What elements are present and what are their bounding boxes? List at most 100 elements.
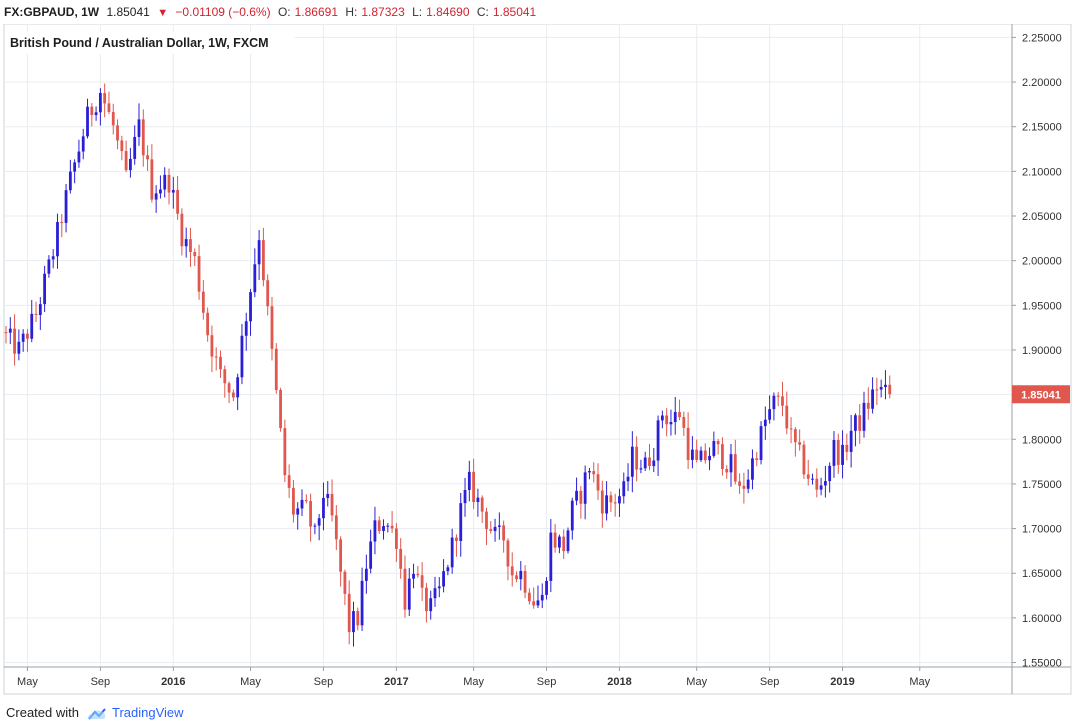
candle-body <box>343 571 347 594</box>
candle-body <box>862 402 866 431</box>
candle-body <box>270 306 274 349</box>
candle-body <box>635 446 639 470</box>
y-tick-label: 2.15000 <box>1022 122 1062 134</box>
candle-body <box>73 162 77 172</box>
y-tick-label: 2.05000 <box>1022 211 1062 223</box>
candle-body <box>536 600 540 606</box>
candle-body <box>746 479 750 489</box>
candle-body <box>789 428 793 430</box>
low-label: L: <box>412 5 423 19</box>
candle-body <box>575 490 578 501</box>
candle-body <box>652 460 656 467</box>
candle-body <box>253 264 257 293</box>
candle-body <box>124 151 128 171</box>
candle-body <box>257 240 261 265</box>
candle-body <box>416 573 420 576</box>
candle-body <box>875 389 879 391</box>
candle-body <box>184 239 188 247</box>
candle-body <box>729 454 733 473</box>
x-tick-label: Sep <box>314 676 334 688</box>
candle-body <box>171 189 175 193</box>
x-tick-label: Sep <box>91 676 111 688</box>
candle-body <box>798 442 802 445</box>
candle-body <box>150 159 154 200</box>
candle-body <box>751 458 754 480</box>
candle-body <box>399 548 403 569</box>
chart-frame <box>3 24 1072 695</box>
x-tick-label: 2017 <box>384 676 408 688</box>
close-label: C: <box>476 5 489 19</box>
candle-body <box>231 392 235 398</box>
candle-body <box>403 568 407 610</box>
candle-body <box>759 426 763 461</box>
candle-body <box>527 592 531 602</box>
candle-body <box>708 455 711 461</box>
candle-body <box>317 518 321 526</box>
candle-body <box>613 502 617 504</box>
tradingview-brand[interactable]: TradingView <box>112 705 184 720</box>
candle-body <box>129 158 132 171</box>
candle-body <box>532 601 536 606</box>
candle-body <box>832 440 836 466</box>
candle-body <box>455 537 458 541</box>
symbol-label[interactable]: FX:GBPAUD, 1W <box>4 5 100 19</box>
candle-body <box>579 490 583 504</box>
candle-body <box>373 520 377 542</box>
candle-body <box>772 395 776 410</box>
candle-body <box>201 291 205 313</box>
candle-body <box>879 386 883 390</box>
candle-body <box>244 321 248 336</box>
last-price-tag: 1.85041 <box>1012 385 1070 404</box>
candle-body <box>506 540 510 567</box>
candle-body <box>549 532 553 581</box>
candle-body <box>472 471 476 503</box>
candle-body <box>223 369 227 384</box>
candle-body <box>120 140 124 152</box>
y-tick-label: 1.80000 <box>1022 434 1062 446</box>
candle-body <box>193 252 197 257</box>
last-price-tag-label: 1.85041 <box>1021 389 1061 401</box>
candle-body <box>699 450 703 461</box>
candle-body <box>111 111 115 126</box>
candle-body <box>493 526 497 531</box>
candle-body <box>219 356 222 370</box>
candle-body <box>605 495 608 514</box>
candle-body <box>588 471 591 473</box>
candle-body <box>459 503 463 541</box>
candle-body <box>103 93 107 104</box>
candle-body <box>673 411 677 423</box>
candle-body <box>742 485 746 489</box>
chart-title: British Pound / Australian Dollar, 1W, F… <box>10 36 269 50</box>
price-chart[interactable]: 2.25000 2.20000 2.15000 2.10000 2.05000 2.000… <box>0 24 1084 696</box>
candle-body <box>811 478 814 480</box>
tradingview-cloud-icon <box>87 708 106 720</box>
candle-body <box>502 525 506 541</box>
candle-body <box>695 449 699 461</box>
candle-body <box>819 485 823 490</box>
candle-body <box>489 529 493 531</box>
candle-body <box>858 415 862 431</box>
candle-body <box>356 611 360 626</box>
candle-body <box>154 193 158 200</box>
candle-body <box>793 429 797 443</box>
candle-body <box>360 580 364 626</box>
candle-body <box>871 389 874 409</box>
candle-body <box>339 539 343 572</box>
candle-body <box>815 478 819 490</box>
candle-body <box>17 341 21 354</box>
y-axis[interactable]: 2.25000 2.20000 2.15000 2.10000 2.05000 2.000… <box>1012 32 1062 670</box>
candle-body <box>429 598 433 612</box>
title-backdrop <box>4 32 295 54</box>
candle-body <box>390 525 394 529</box>
candle-body <box>283 428 287 476</box>
candle-body <box>776 395 780 397</box>
candle-body <box>733 454 737 482</box>
candle-body <box>823 481 827 486</box>
candle-body <box>394 528 398 549</box>
candle-body <box>463 489 467 504</box>
x-tick-label: May <box>686 676 707 688</box>
candle-body <box>836 440 840 465</box>
x-axis[interactable]: May Sep 2016 May Sep 2017 May Sep 2018 May Sep 2019… <box>17 667 931 688</box>
candle-body <box>86 106 89 137</box>
candle-body <box>442 571 445 587</box>
